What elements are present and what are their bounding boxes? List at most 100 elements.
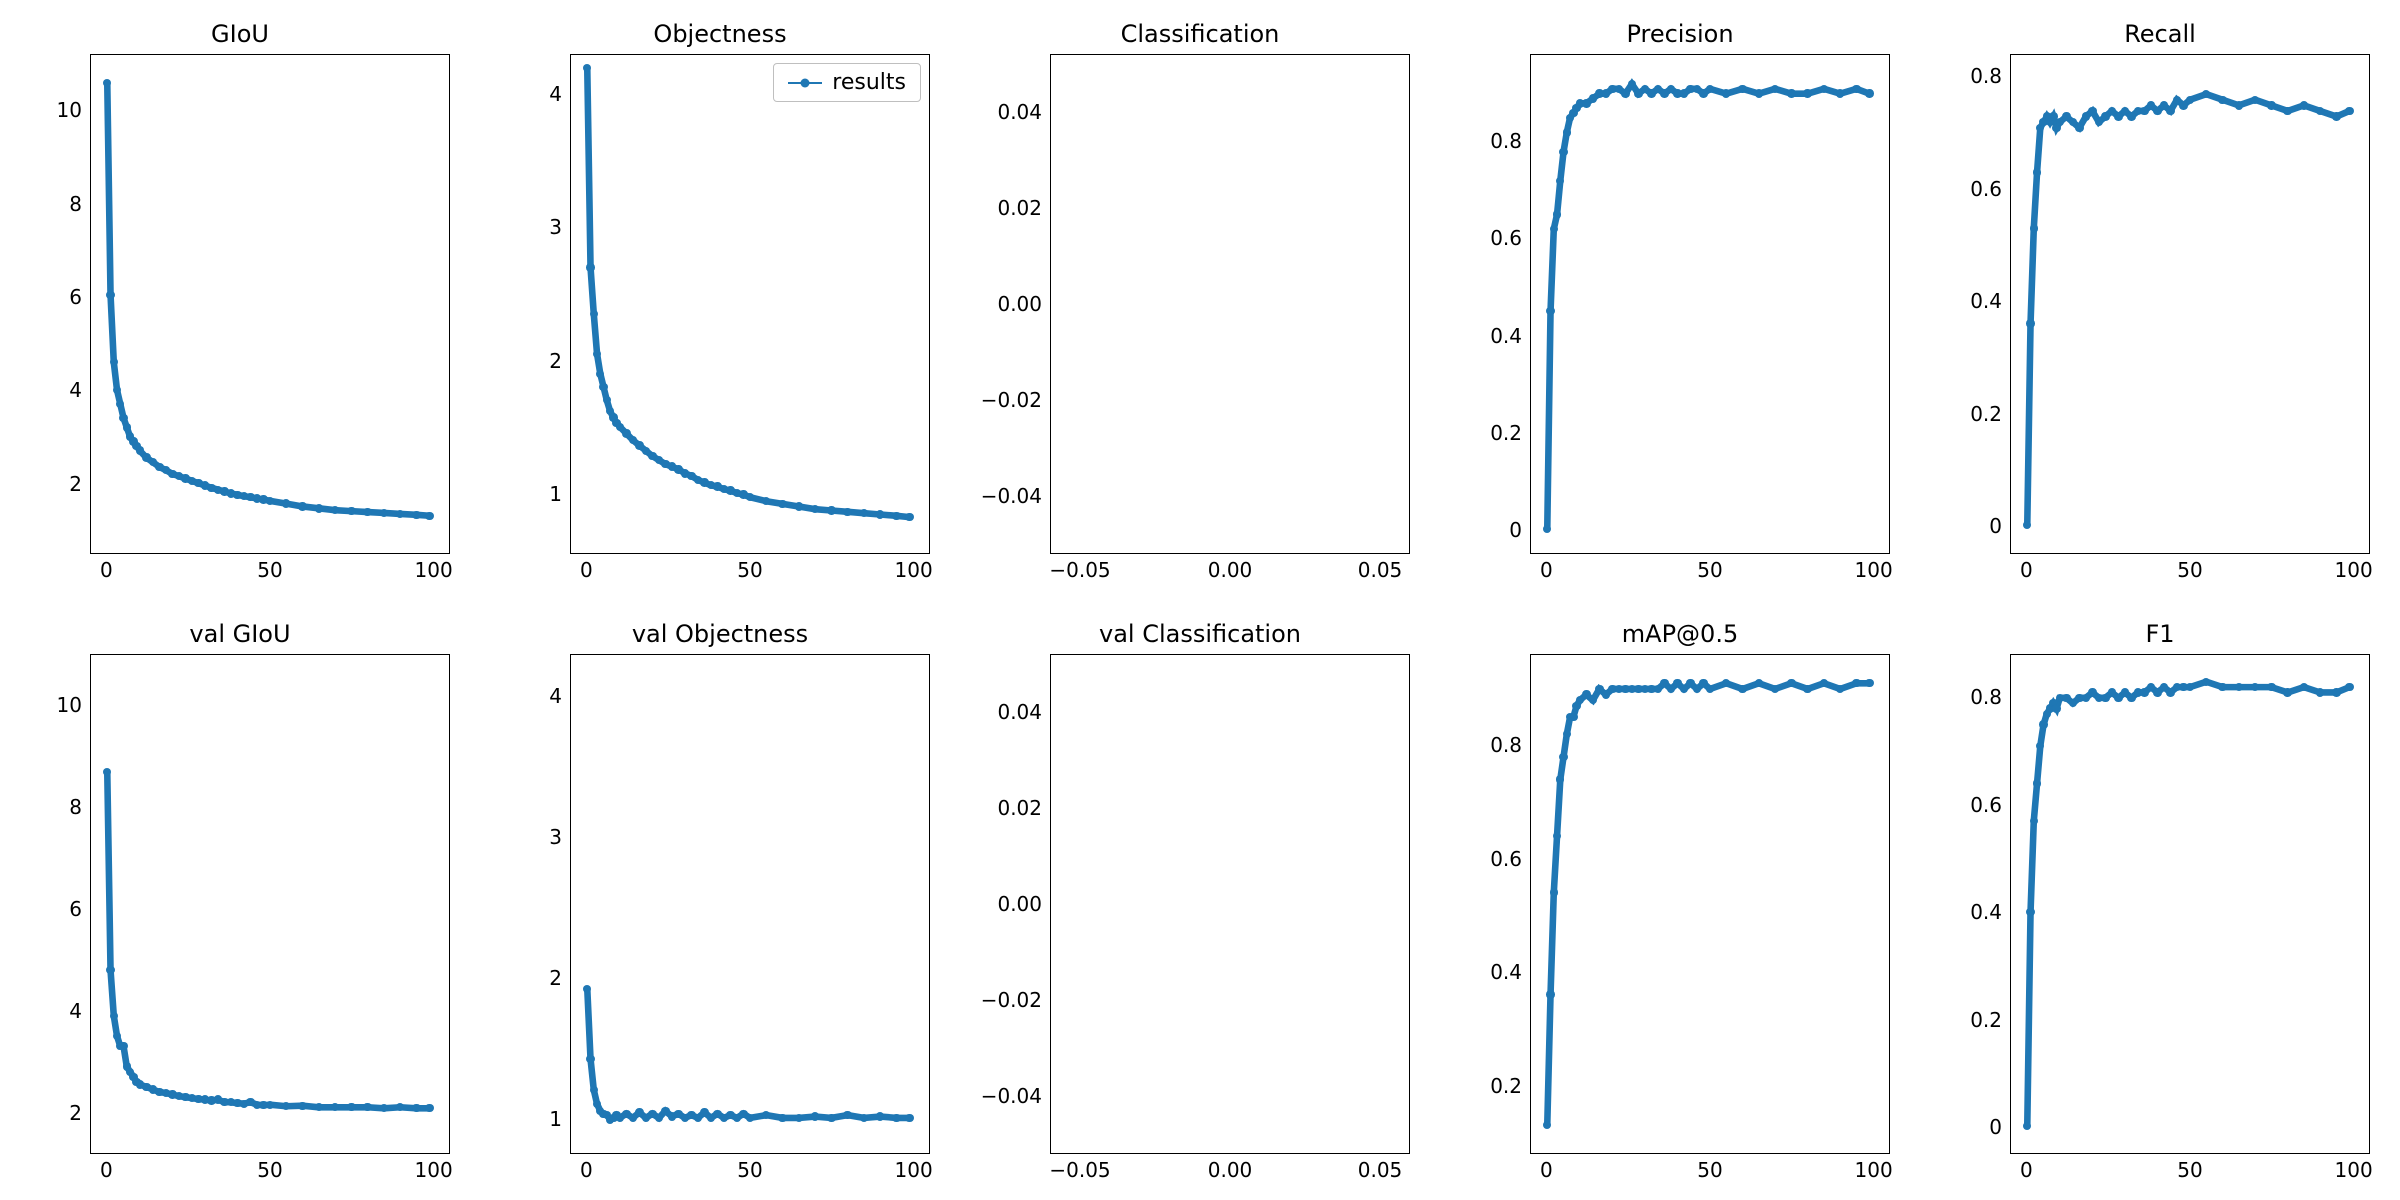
panel-recall: Recall00.20.40.60.8050100 <box>1950 20 2370 580</box>
marker <box>876 1112 884 1120</box>
marker <box>2251 683 2259 691</box>
marker <box>2088 107 2096 115</box>
y-tick-label: 0.6 <box>1970 179 2002 199</box>
marker <box>795 502 803 510</box>
x-tick-label: 0 <box>100 1158 113 1182</box>
marker <box>1738 685 1746 693</box>
marker <box>1546 307 1554 315</box>
y-tick-label: 0.8 <box>1970 687 2002 707</box>
x-tick-label: 0 <box>100 558 113 582</box>
panel-title: GIoU <box>211 20 269 48</box>
marker <box>1628 80 1636 88</box>
x-ticks: 050100 <box>2010 554 2370 580</box>
marker <box>762 1111 770 1119</box>
y-ticks: −0.04−0.020.000.020.04 <box>990 54 1050 580</box>
marker <box>590 1086 598 1094</box>
marker <box>1836 89 1844 97</box>
marker <box>110 1012 118 1020</box>
marker <box>1543 1121 1551 1129</box>
y-tick-label: 0.6 <box>1970 795 2002 815</box>
x-tick-label: 50 <box>257 1158 282 1182</box>
marker <box>298 502 306 510</box>
marker <box>1865 679 1873 687</box>
x-ticks: −0.050.000.05 <box>1050 1154 1410 1180</box>
marker <box>2218 683 2226 691</box>
y-tick-label: 4 <box>549 686 562 706</box>
marker <box>1722 89 1730 97</box>
marker <box>746 493 754 501</box>
marker <box>425 512 433 520</box>
marker <box>586 1055 594 1063</box>
marker <box>2251 96 2259 104</box>
marker <box>1771 85 1779 93</box>
panel-title: val GIoU <box>189 620 290 648</box>
y-tick-label: 0.4 <box>1970 902 2002 922</box>
marker <box>762 497 770 505</box>
y-tick-label: 3 <box>549 827 562 847</box>
plot-area <box>1050 654 1410 1154</box>
marker <box>2023 1122 2031 1130</box>
marker <box>603 396 611 404</box>
plot-wrap: 246810050100 <box>30 654 450 1180</box>
y-tick-label: 6 <box>69 287 82 307</box>
x-tick-label: 100 <box>415 1158 453 1182</box>
y-tick-label: 0.00 <box>997 894 1042 914</box>
y-tick-label: 0.4 <box>1490 326 1522 346</box>
panel-title: val Classification <box>1099 620 1301 648</box>
panel-title: Objectness <box>653 20 786 48</box>
marker <box>2075 124 2083 132</box>
marker <box>396 510 404 518</box>
x-tick-label: 50 <box>737 1158 762 1182</box>
marker <box>778 500 786 508</box>
marker <box>298 1102 306 1110</box>
marker <box>2267 101 2275 109</box>
panel-precision: Precision00.20.40.60.8050100 <box>1470 20 1890 580</box>
legend: results <box>773 63 921 102</box>
y-tick-label: −0.02 <box>981 390 1042 410</box>
marker <box>2036 742 2044 750</box>
marker <box>811 505 819 513</box>
x-tick-label: 0 <box>580 558 593 582</box>
marker <box>2186 96 2194 104</box>
marker <box>412 511 420 519</box>
marker <box>119 1042 127 1050</box>
plot-area <box>2010 54 2370 554</box>
marker <box>282 1102 290 1110</box>
plot-area <box>90 654 450 1154</box>
y-tick-label: 6 <box>69 899 82 919</box>
panel-classification: Classification−0.04−0.020.000.020.04−0.0… <box>990 20 1410 580</box>
plot-wrap: 1234050100 <box>510 654 930 1180</box>
y-tick-label: 0.8 <box>1970 66 2002 86</box>
marker <box>2052 704 2060 712</box>
y-tick-label: 0.2 <box>1490 1076 1522 1096</box>
panel-val_objectness: val Objectness1234050100 <box>510 620 930 1180</box>
y-tick-label: 0 <box>1989 516 2002 536</box>
marker <box>905 513 913 521</box>
x-tick-label: 0 <box>2020 558 2033 582</box>
x-tick-label: 100 <box>1855 558 1893 582</box>
marker <box>1852 679 1860 687</box>
x-tick-label: 0 <box>1540 1158 1553 1182</box>
marker <box>119 414 127 422</box>
y-tick-label: −0.02 <box>981 990 1042 1010</box>
y-tick-label: 2 <box>69 1103 82 1123</box>
marker <box>590 310 598 318</box>
y-ticks: 246810 <box>30 654 90 1180</box>
y-ticks: 1234 <box>510 654 570 1180</box>
marker <box>1563 730 1571 738</box>
marker <box>827 1114 835 1122</box>
marker <box>1722 679 1730 687</box>
plot-wrap: 246810050100 <box>30 54 450 580</box>
y-tick-label: 0.04 <box>997 702 1042 722</box>
y-tick-label: 4 <box>69 380 82 400</box>
y-ticks: 1234 <box>510 54 570 580</box>
marker <box>2033 168 2041 176</box>
panel-val_giou: val GIoU246810050100 <box>30 620 450 1180</box>
marker <box>1559 148 1567 156</box>
y-tick-label: 4 <box>69 1001 82 1021</box>
panel-map05: mAP@0.50.20.40.60.8050100 <box>1470 620 1890 1180</box>
marker <box>2267 683 2275 691</box>
y-tick-label: 0.2 <box>1970 1010 2002 1030</box>
x-ticks: 050100 <box>1530 1154 1890 1180</box>
marker <box>1865 89 1873 97</box>
